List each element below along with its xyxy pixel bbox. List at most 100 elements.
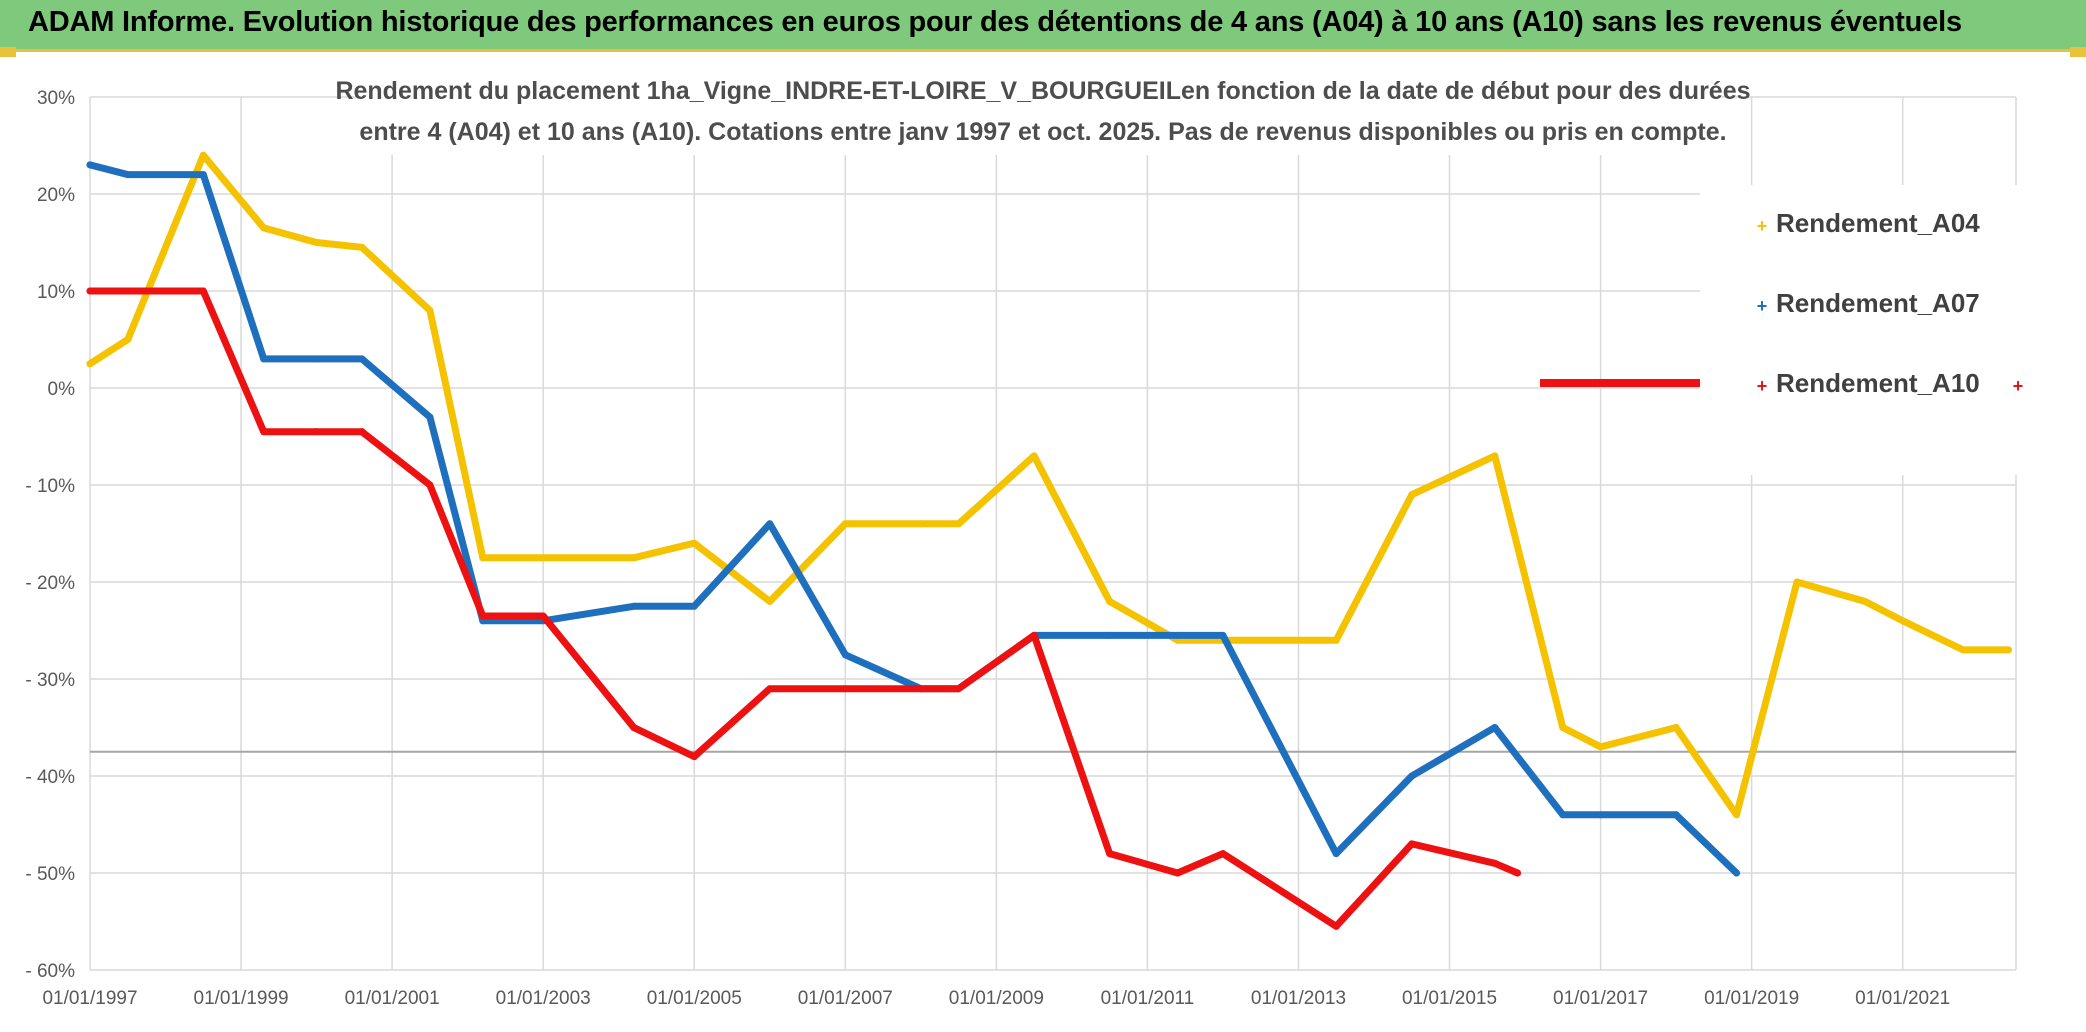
data-point [1491,452,1499,460]
legend-marker: + [1757,376,1768,396]
x-axis-ticks: 01/01/1997 01/01/1999 01/01/2001 01/01/2003… [42,988,1950,1009]
data-point [1408,772,1416,780]
series-Rendement_A07 [86,161,1741,877]
data-point [766,520,774,528]
data-point [841,685,849,693]
data-point [1597,743,1605,751]
data-point [1733,869,1741,877]
data-point [260,224,268,232]
x-tick-label: 01/01/2019 [1704,988,1799,1009]
y-tick-label: - 10% [25,476,75,497]
data-point [426,481,434,489]
x-tick-label: 01/01/2015 [1402,988,1497,1009]
y-tick-label: - 30% [25,670,75,691]
data-point [124,336,132,343]
data-point [1030,631,1038,639]
data-point [479,612,487,620]
data-point [955,685,963,693]
corner-mark-right [2070,47,2086,57]
series-layer [86,151,2012,930]
line-chart: 30% 20% 10% 0% - 10% - 20% - 30% - 40% - 50% - 60… [25,59,2040,1009]
header-title: ADAM Informe. Evolution historique des p… [28,6,1962,38]
y-tick-label: - 40% [25,767,75,788]
data-point [1332,850,1340,858]
x-tick-label: 01/01/2007 [798,988,893,1009]
legend-backdrop [1700,185,2040,475]
legend-marker: + [1757,216,1768,236]
x-tick-label: 01/01/2009 [949,988,1044,1009]
data-point [1559,811,1567,819]
data-point [358,428,366,436]
data-point [358,355,366,363]
data-point [2004,646,2012,654]
chart-title: Rendement du placement 1ha_Vigne_INDRE-E… [335,59,1751,155]
data-point [1514,869,1522,877]
x-tick-label: 01/01/2011 [1101,988,1195,1009]
data-point [313,355,321,363]
data-point [199,151,207,159]
chart-title-line: Rendement du placement 1ha_Vigne_INDRE-E… [335,77,1750,105]
data-point [426,306,434,314]
data-point [1174,631,1182,639]
data-point [690,753,698,761]
data-point [1672,811,1680,819]
series-Rendement_A10 [86,287,1522,930]
data-point [917,685,925,693]
series-line [86,161,1740,877]
legend-label: Rendement_A07 [1776,288,1980,318]
x-tick-label: 01/01/2013 [1251,988,1346,1009]
legend-label: Rendement_A04 [1776,208,1980,238]
data-point [1959,646,1967,654]
data-point [766,685,774,693]
data-point [124,287,132,295]
corner-mark-left [0,47,16,57]
data-point [1106,850,1114,858]
x-tick-label: 01/01/2021 [1855,988,1950,1009]
data-point [766,597,774,605]
data-point [260,428,268,436]
data-point [260,355,268,363]
data-point [539,554,547,562]
data-point [1559,724,1567,731]
x-tick-label: 01/01/2003 [496,988,591,1009]
data-point [86,360,94,368]
data-point [199,287,207,295]
data-point [630,724,638,731]
data-point [1408,491,1416,499]
data-point [955,520,963,528]
x-tick-label: 01/01/2005 [647,988,742,1009]
y-tick-label: 20% [37,185,75,206]
data-point [124,171,132,179]
data-point [1030,452,1038,460]
chart-title-backdrop [360,59,1720,155]
y-tick-label: - 20% [25,573,75,594]
y-tick-label: 0% [48,379,76,400]
data-point [1106,631,1114,639]
data-point [1491,724,1499,731]
data-point [1219,631,1227,639]
legend-label: Rendement_A10 [1776,368,1980,398]
data-point [1174,869,1182,877]
y-tick-label: - 60% [25,961,75,982]
data-point [1408,840,1416,848]
data-point [539,612,547,620]
data-point [358,243,366,251]
data-point [86,161,94,169]
legend-marker: + [1757,296,1768,316]
data-point [1793,578,1801,586]
y-axis-ticks: 30% 20% 10% 0% - 10% - 20% - 30% - 40% - 50% - 60… [25,88,75,982]
data-point [630,554,638,562]
y-tick-label: 30% [37,88,75,109]
data-point [1332,636,1340,644]
y-tick-label: 10% [37,282,75,303]
data-point [841,651,849,659]
y-tick-label: - 50% [25,864,75,885]
data-point [479,554,487,562]
data-point [199,171,207,179]
data-point [1219,850,1227,858]
x-tick-label: 01/01/2001 [345,988,440,1009]
data-point [1597,811,1605,819]
data-point [1332,922,1340,930]
data-point [313,239,321,246]
